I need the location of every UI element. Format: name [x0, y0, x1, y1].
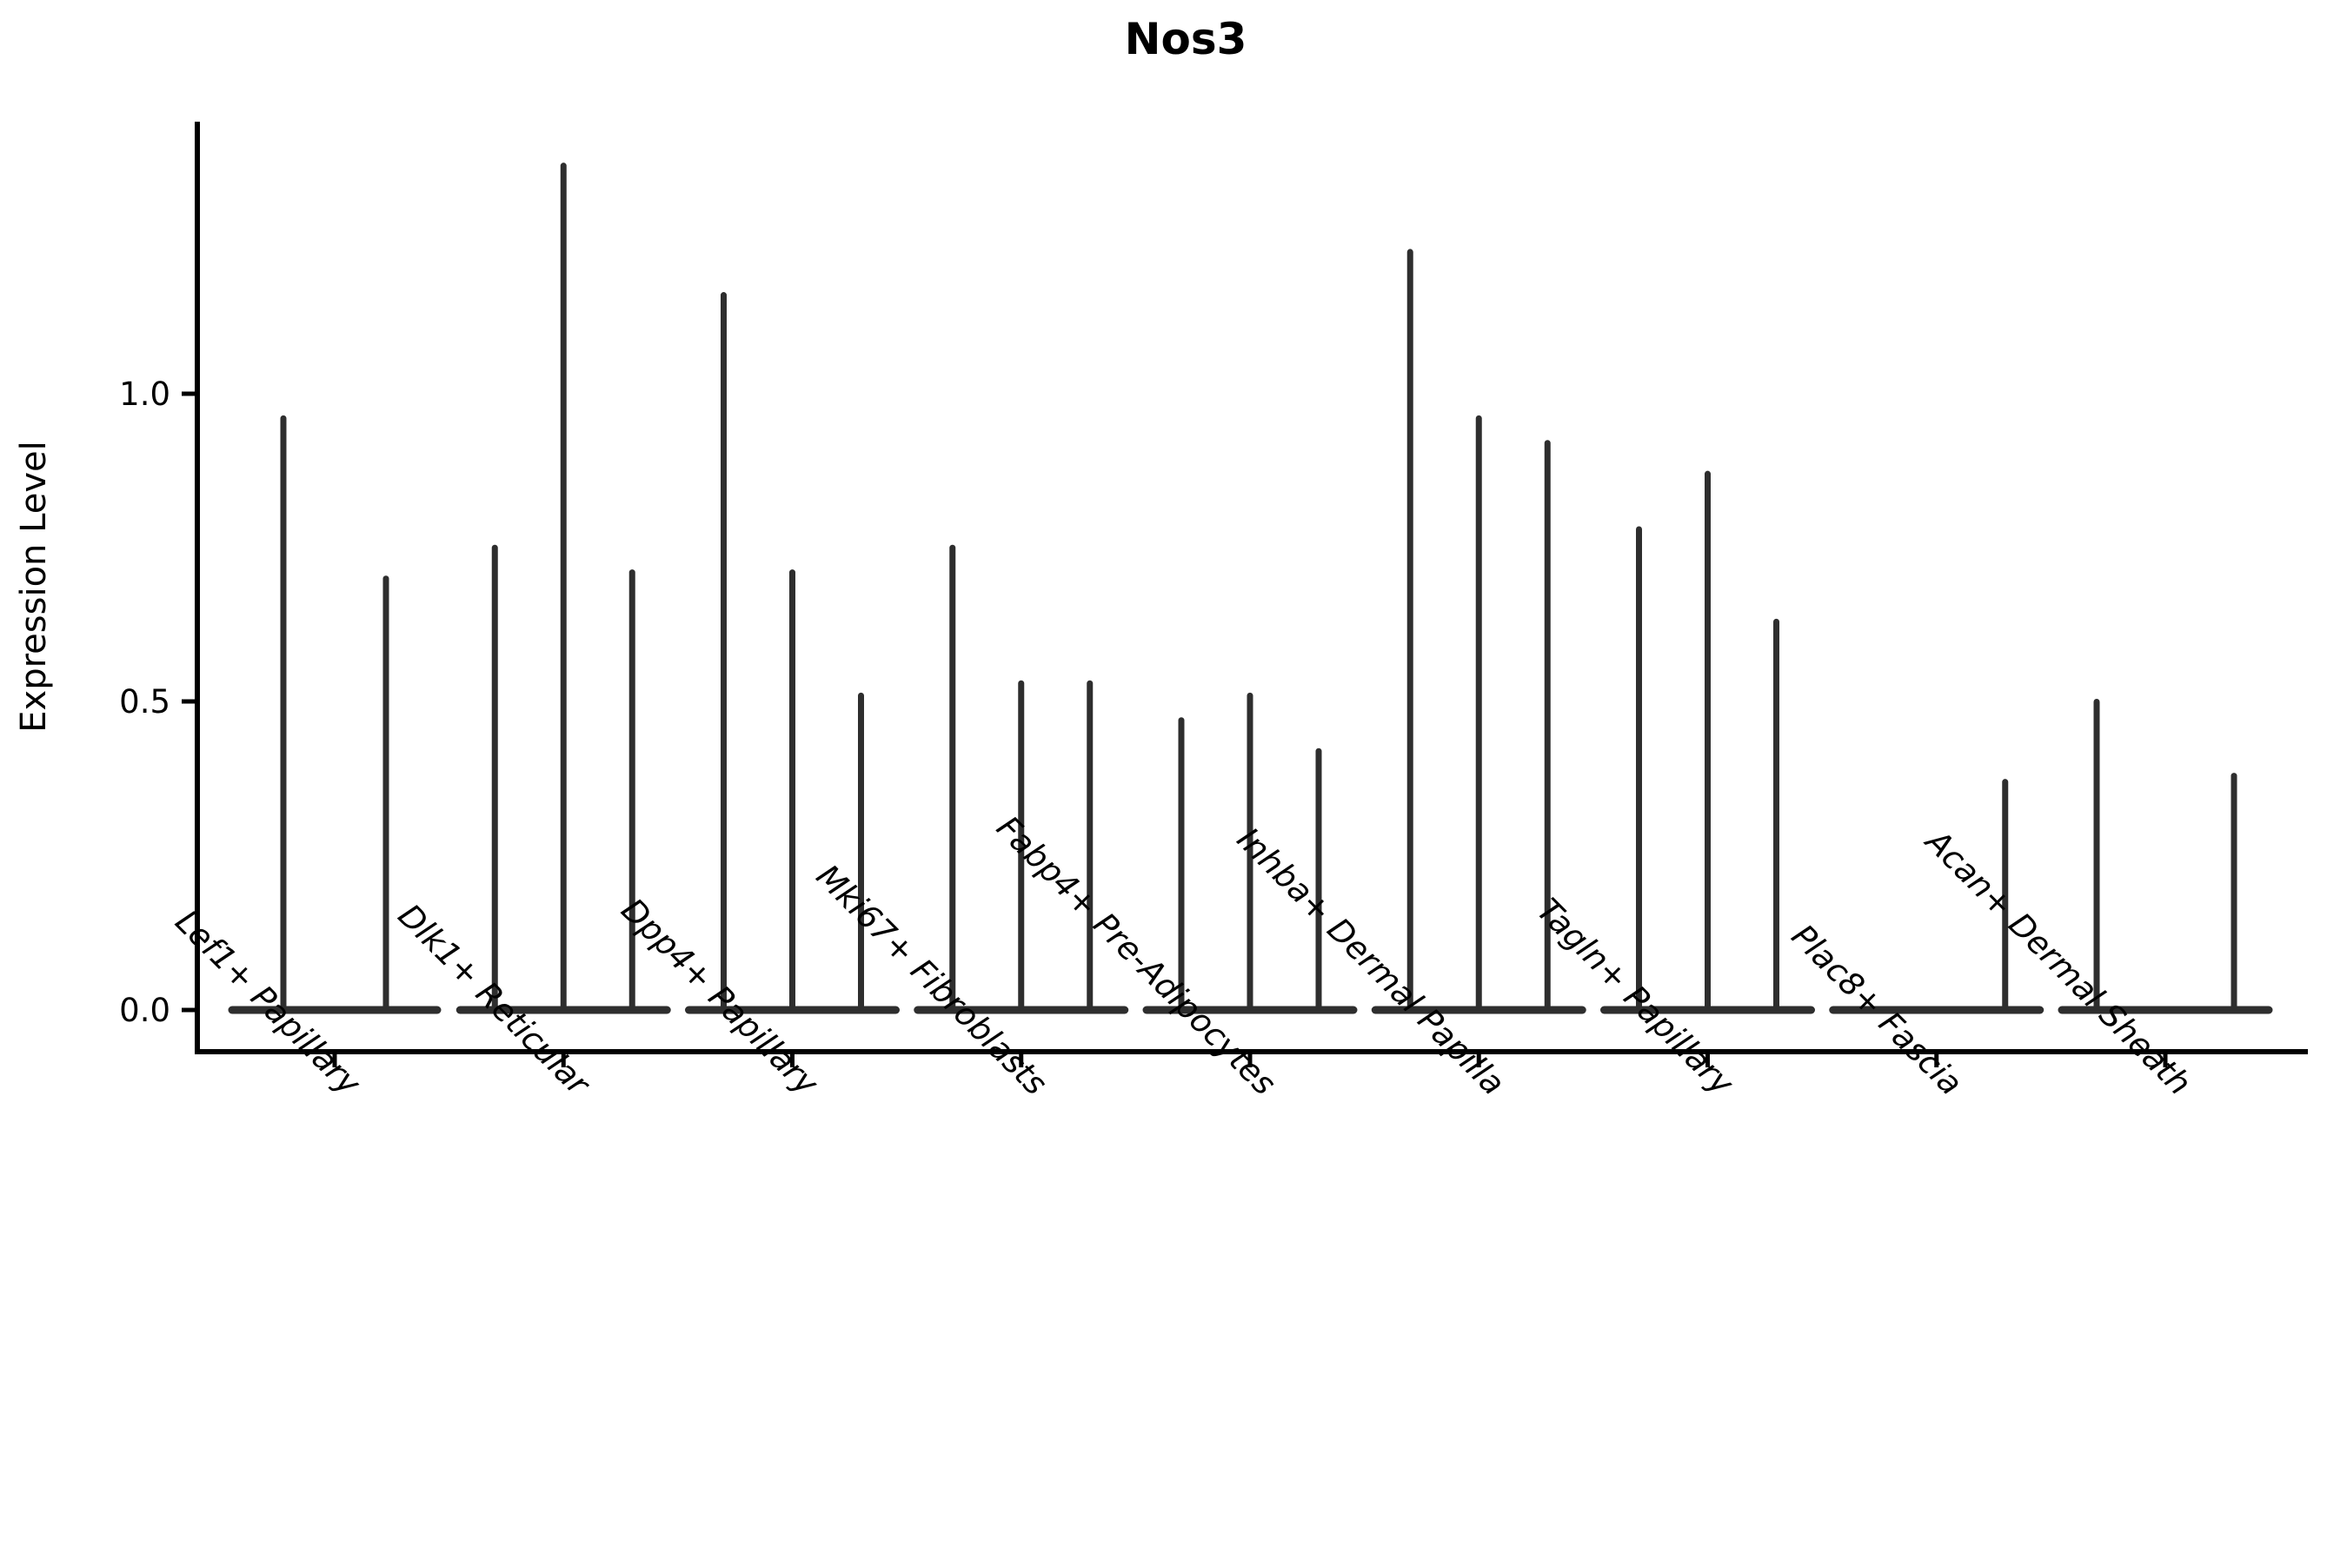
x-tick-label: Mki67+ Fibroblasts: [809, 857, 1054, 1102]
x-tick-label: Acan+ Dermal Sheath: [1918, 821, 2198, 1102]
chart-title: Nos3: [1125, 14, 1247, 64]
y-tick-label: 0.0: [119, 992, 170, 1029]
violin-group-container: [228, 163, 2273, 1014]
y-tick-label: 1.0: [119, 375, 170, 413]
y-axis-label: Expression Level: [14, 441, 54, 732]
x-tick-label: Inhba+ Dermal Papilla: [1230, 821, 1513, 1103]
y-tick-label: 0.5: [119, 683, 170, 721]
x-tick-container: [332, 1052, 2168, 1067]
